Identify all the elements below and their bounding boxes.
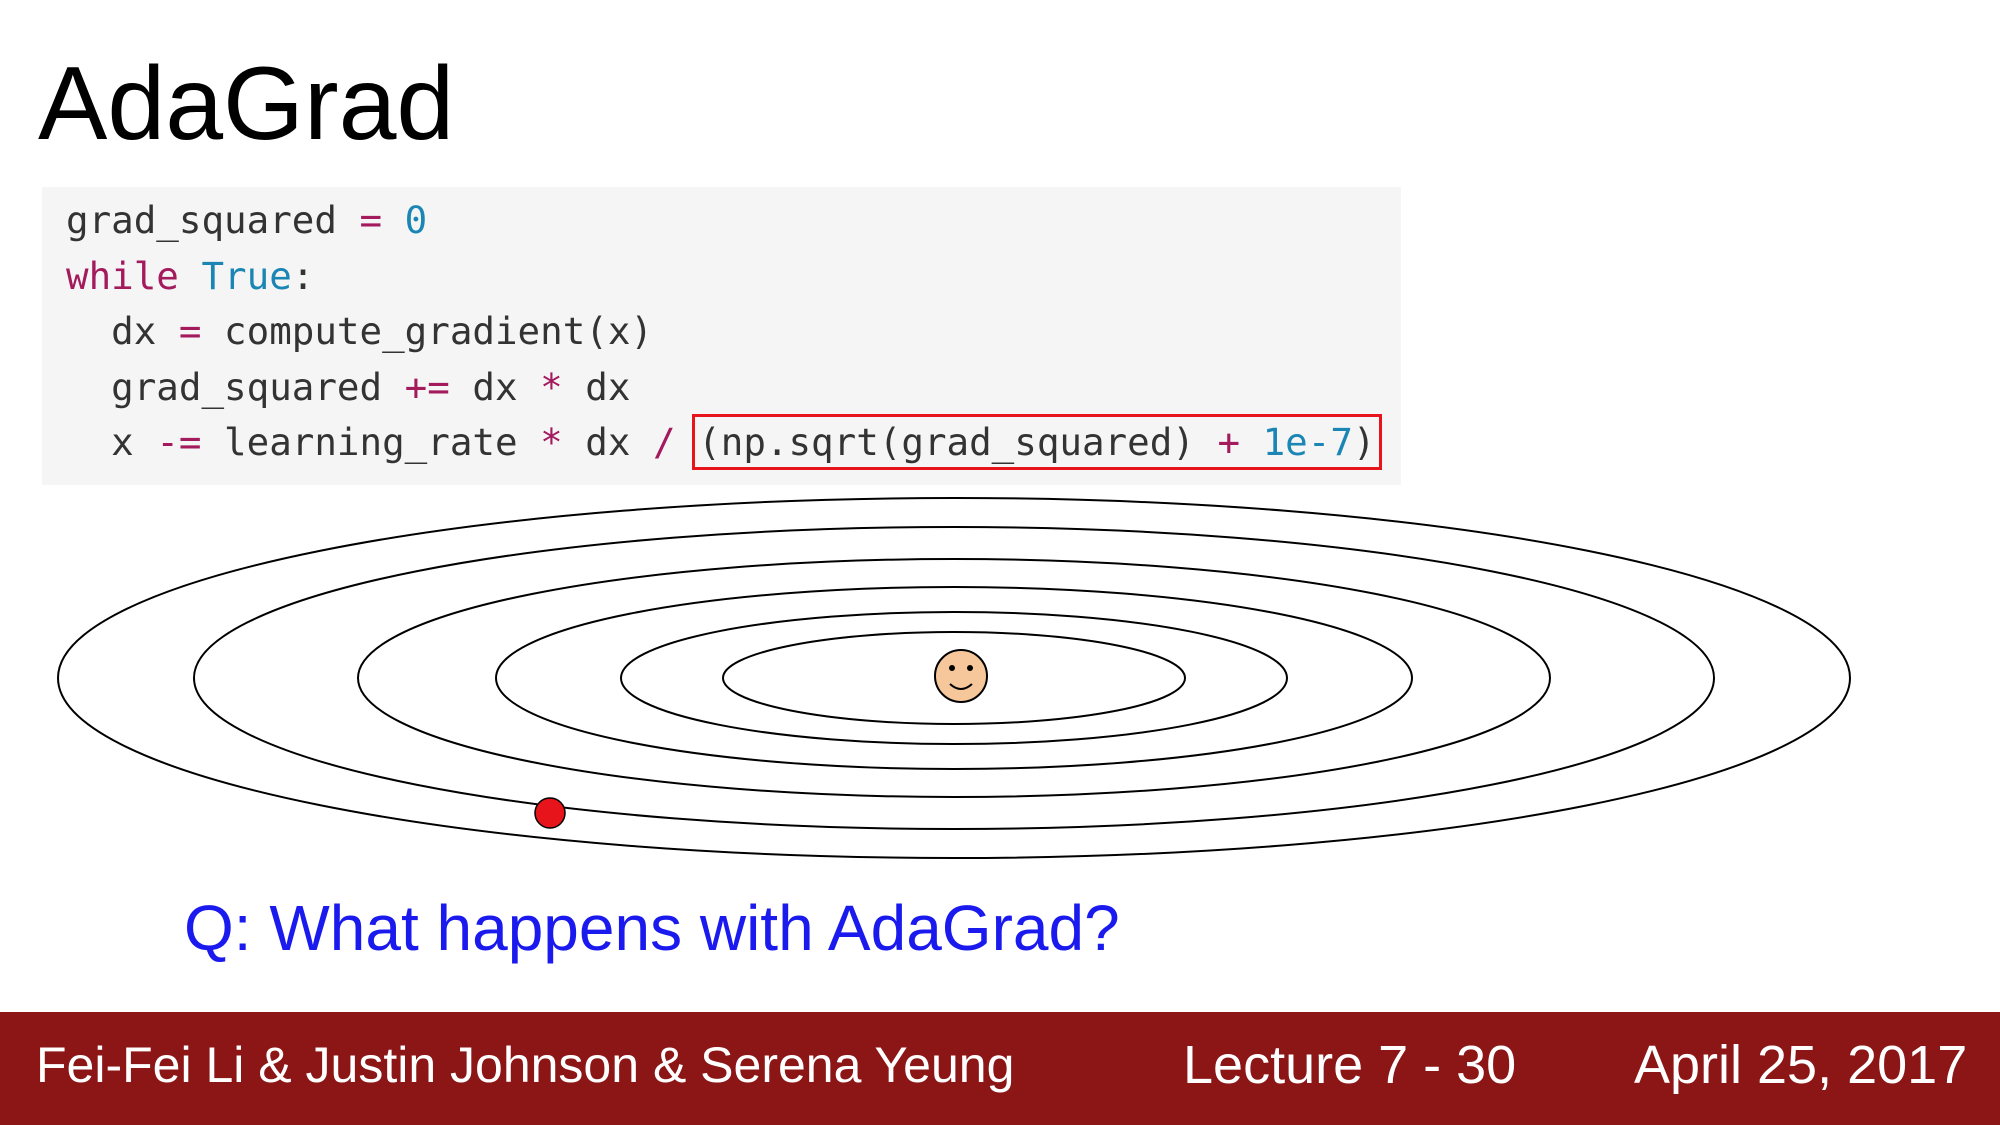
question-text: Q: What happens with AdaGrad?	[184, 892, 1120, 964]
code-operator: +	[1217, 420, 1241, 464]
footer-date: April 25, 2017	[1634, 1035, 1968, 1095]
code-operator: =	[359, 198, 383, 242]
code-builtin: True	[201, 253, 292, 298]
code-block: grad_squared = 0 while True: dx = comput…	[66, 193, 1382, 471]
code-operator: =	[178, 309, 202, 353]
code-operator: *	[540, 420, 563, 464]
contour-ellipse	[620, 611, 1288, 745]
code-line-5: x -= learning_rate * dx / (np.sqrt(grad_…	[66, 414, 1382, 470]
code-token: compute_gradient(x)	[201, 309, 654, 353]
code-operator: *	[540, 364, 563, 409]
contour-ellipse	[495, 586, 1413, 770]
contour-ellipse	[57, 497, 1851, 859]
code-token: dx	[562, 364, 631, 409]
code-operator: +=	[404, 364, 450, 409]
code-number: 0	[404, 198, 428, 242]
code-token: dx	[562, 420, 654, 464]
code-token: (np.sqrt(grad_squared)	[698, 420, 1218, 464]
code-operator: /	[653, 420, 676, 464]
code-line-1: grad_squared = 0	[66, 198, 427, 242]
footer-authors: Fei-Fei Li & Justin Johnson & Serena Yeu…	[36, 1037, 1015, 1093]
slide-title: AdaGrad	[38, 46, 455, 162]
code-keyword: while	[66, 253, 179, 298]
code-token: learning_rate	[201, 420, 541, 464]
code-block-background	[42, 187, 1401, 485]
code-token: grad_squared	[66, 364, 405, 409]
code-line-2: while True:	[66, 254, 314, 298]
code-token: dx	[66, 309, 179, 353]
contour-ellipse	[357, 558, 1551, 798]
footer-bar: Fei-Fei Li & Justin Johnson & Serena Yeu…	[0, 1012, 2000, 1125]
code-number: 1e-7	[1262, 420, 1353, 464]
code-token: grad_squared	[66, 198, 337, 242]
code-token: )	[1352, 420, 1376, 464]
code-line-4: grad_squared += dx * dx	[66, 365, 630, 409]
code-token: :	[291, 253, 315, 298]
highlighted-denominator: (np.sqrt(grad_squared) + 1e-7)	[692, 414, 1382, 470]
contour-ellipse	[722, 631, 1186, 725]
code-operator: -=	[156, 420, 202, 464]
code-line-3: dx = compute_gradient(x)	[66, 309, 653, 353]
current-point-marker	[534, 797, 566, 829]
smiley-face-icon	[934, 649, 988, 703]
contour-ellipse	[193, 526, 1715, 830]
code-token: dx	[449, 364, 541, 409]
code-token: x	[66, 420, 157, 464]
footer-lecture-number: Lecture 7 - 30	[1183, 1035, 1517, 1095]
